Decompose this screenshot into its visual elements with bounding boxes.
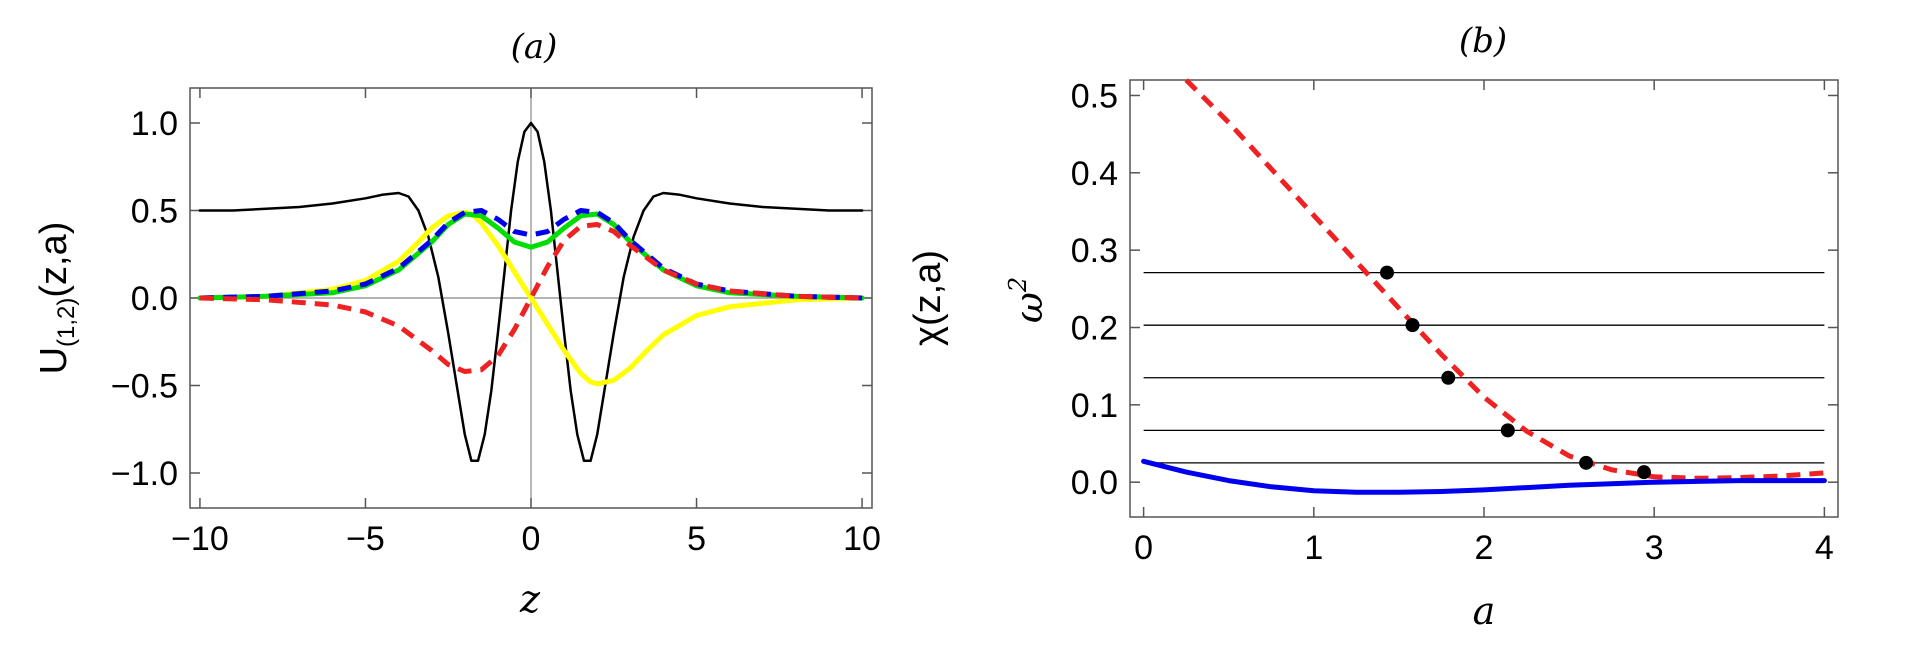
panel-a-title: (a)	[511, 27, 558, 67]
panel-a-xlabel: z	[519, 577, 541, 621]
data-point	[1405, 318, 1420, 333]
y-tick-label: −0.5	[111, 368, 178, 406]
panel-a-ylabel-sub: (1,2)	[53, 298, 80, 347]
panel-b-ylabel-main: ω	[1007, 292, 1051, 323]
x-tick-label: 1	[1304, 529, 1323, 567]
panel-b-ticks: 0 1 2 3 4 0.0 0.1 0.2 0.3 0.4 0.5	[1071, 77, 1838, 567]
data-point	[1379, 265, 1394, 280]
y-tick-label: −1.0	[111, 455, 178, 493]
x-tick-label: −5	[346, 520, 385, 558]
x-tick-label: 10	[843, 520, 881, 558]
x-tick-label: 2	[1475, 529, 1494, 567]
y-tick-label: 0.5	[131, 193, 178, 231]
panel-a-series	[197, 121, 865, 463]
panel-b: (b) 0 1 2 3 40.00.10.20.30.40.5 a ω2	[1004, 21, 1839, 633]
y-tick-label: 0.5	[1071, 77, 1118, 115]
panel-a-ylabel: U(1,2)(z,a)	[33, 222, 80, 375]
panel-b-ylabel-sup: 2	[1004, 277, 1032, 293]
x-tick-label: 5	[687, 520, 706, 558]
data-point	[1579, 455, 1594, 470]
series-red-line	[199, 222, 863, 374]
x-tick-label: 3	[1645, 529, 1664, 567]
series-yellow-line	[197, 209, 865, 387]
y-tick-label: 0.4	[1071, 155, 1118, 193]
panel-b-series	[1141, 78, 1827, 495]
y-tick-label: 0.3	[1071, 232, 1118, 270]
series-black-line	[198, 121, 864, 463]
y-tick-label: 0.2	[1071, 310, 1118, 348]
panel-a-ylabel-main: U	[33, 347, 75, 374]
data-point	[1441, 370, 1456, 385]
x-tick-label: −10	[171, 520, 229, 558]
panel-a-ylabel-args: (z,a)	[33, 222, 75, 298]
panel-b-level-lines	[1143, 271, 1825, 464]
y-tick-label: 0.0	[1071, 464, 1118, 502]
y-tick-label: 1.0	[131, 105, 178, 143]
series-red-line	[1184, 78, 1825, 481]
x-tick-label: 0	[1134, 529, 1153, 567]
panel-a: (a) −10 −5 0 5 10 −1.0 −0.5 0.0 0.5 1.0 z U(1,2)(…	[33, 27, 949, 621]
y-tick-label: 0.1	[1071, 387, 1118, 425]
panel-b-xlabel: a	[1473, 589, 1496, 633]
panel-a-ticks: −10 −5 0 5 10 −1.0 −0.5 0.0 0.5 1.0	[111, 88, 881, 558]
panel-b-ylabel: ω2	[1004, 277, 1051, 323]
x-tick-label: 4	[1815, 529, 1834, 567]
data-point	[1500, 423, 1515, 438]
panel-b-frame	[1129, 79, 1839, 518]
panel-b-title: (b)	[1459, 21, 1507, 61]
series-blue-line	[1141, 458, 1827, 495]
data-point	[1636, 465, 1651, 480]
y-tick-label: 0.0	[131, 280, 178, 318]
panel-b-points	[1379, 265, 1651, 480]
x-tick-label: 0	[522, 520, 541, 558]
panel-a-ylabel-right: χ(z,a)	[907, 250, 949, 346]
